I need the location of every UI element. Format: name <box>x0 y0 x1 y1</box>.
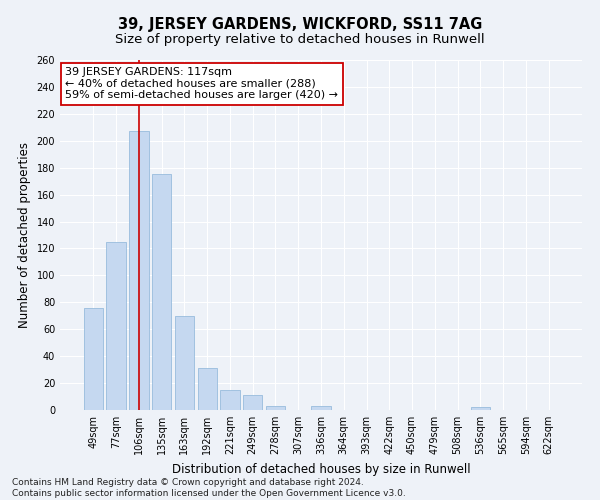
Bar <box>266 406 285 410</box>
X-axis label: Distribution of detached houses by size in Runwell: Distribution of detached houses by size … <box>172 462 470 475</box>
Text: Contains HM Land Registry data © Crown copyright and database right 2024.
Contai: Contains HM Land Registry data © Crown c… <box>12 478 406 498</box>
Text: Size of property relative to detached houses in Runwell: Size of property relative to detached ho… <box>115 32 485 46</box>
Bar <box>129 132 149 410</box>
Text: 39, JERSEY GARDENS, WICKFORD, SS11 7AG: 39, JERSEY GARDENS, WICKFORD, SS11 7AG <box>118 18 482 32</box>
Bar <box>106 242 126 410</box>
Bar <box>220 390 239 410</box>
Bar <box>152 174 172 410</box>
Bar <box>311 406 331 410</box>
Bar <box>197 368 217 410</box>
Bar <box>84 308 103 410</box>
Bar <box>243 395 262 410</box>
Bar <box>175 316 194 410</box>
Text: 39 JERSEY GARDENS: 117sqm
← 40% of detached houses are smaller (288)
59% of semi: 39 JERSEY GARDENS: 117sqm ← 40% of detac… <box>65 67 338 100</box>
Bar <box>470 408 490 410</box>
Y-axis label: Number of detached properties: Number of detached properties <box>18 142 31 328</box>
